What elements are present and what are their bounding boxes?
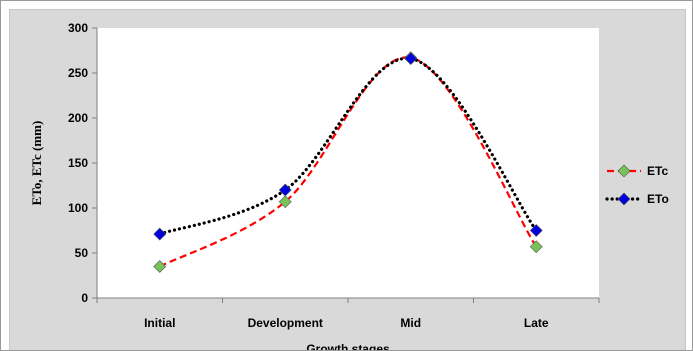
legend-marker-etc [617, 164, 631, 178]
plot-area [97, 28, 599, 298]
y-tick-label: 100 [68, 201, 88, 215]
legend-label-eto: ETo [647, 192, 669, 206]
x-tick-label: Initial [144, 316, 175, 330]
legend: ETc ETo [605, 164, 669, 206]
series-line-etc [159, 56, 538, 268]
x-tick-label: Late [524, 316, 549, 330]
data-point-eto [153, 227, 167, 241]
y-ticks: 0 50 100 150 200 250 300 [68, 21, 97, 305]
y-tick-label: 300 [68, 21, 88, 35]
data-point-eto [529, 224, 543, 237]
data-point-eto [404, 52, 418, 66]
y-tick-label: 200 [68, 111, 88, 125]
data-point-eto [278, 183, 292, 197]
series-eto [153, 52, 543, 241]
y-tick-label: 150 [68, 156, 88, 170]
data-point-etc [529, 240, 543, 254]
x-axis-label: Growth stages [306, 342, 390, 351]
data-point-etc [153, 260, 167, 273]
series-line-eto [158, 56, 538, 236]
data-point-etc [278, 195, 292, 209]
y-tick-label: 250 [68, 66, 88, 80]
series-group [153, 51, 543, 273]
y-tick-label: 50 [75, 246, 89, 260]
series-etc [153, 51, 543, 273]
x-tick-label: Development [248, 316, 323, 330]
legend-marker-eto [617, 192, 631, 206]
legend-label-etc: ETc [647, 164, 668, 178]
x-tick-label: Mid [400, 316, 421, 330]
x-ticks: Initial Development Mid Late [96, 298, 600, 330]
y-axis-label: ETo, ETc (mm) [29, 121, 44, 206]
y-tick-label: 0 [81, 291, 88, 305]
